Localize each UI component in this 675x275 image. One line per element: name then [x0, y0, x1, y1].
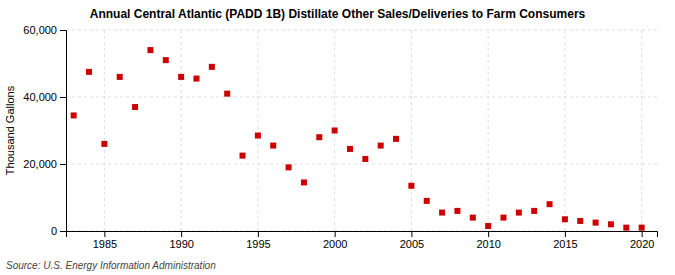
tick: 0 — [51, 225, 66, 237]
point — [408, 183, 414, 189]
point — [593, 220, 599, 226]
point — [132, 104, 138, 110]
tick-mark — [60, 30, 66, 31]
tick: 1985 — [93, 231, 117, 250]
tick-label: 2005 — [400, 238, 424, 250]
tick: 1995 — [246, 231, 270, 250]
point — [255, 133, 261, 139]
tick-label: 2015 — [553, 238, 577, 250]
tick-label: 1990 — [169, 238, 193, 250]
point — [347, 146, 353, 152]
point — [577, 218, 583, 224]
point — [362, 156, 368, 162]
point — [240, 153, 246, 159]
grid-line-x — [411, 30, 412, 231]
grid-line-x — [564, 30, 565, 231]
tick-label: 2010 — [476, 238, 500, 250]
point — [301, 179, 307, 185]
tick-mark — [104, 231, 105, 237]
grid — [66, 30, 657, 231]
tick-mark — [60, 97, 66, 98]
tick-label: 20,000 — [23, 158, 57, 170]
grid-line-x — [104, 30, 105, 231]
point — [454, 208, 460, 214]
point — [147, 47, 153, 53]
grid-line-y — [66, 30, 657, 31]
grid-line-x — [641, 30, 642, 231]
y-axis-label: Thousand Gallons — [4, 85, 16, 175]
tick: 20,000 — [23, 158, 66, 170]
tick-label: 0 — [51, 225, 57, 237]
tick-label: 1995 — [246, 238, 270, 250]
tick: 2020 — [630, 231, 654, 250]
point — [439, 210, 445, 216]
point — [424, 198, 430, 204]
tick: 2005 — [400, 231, 424, 250]
source-note: Source: U.S. Energy Information Administ… — [6, 260, 216, 271]
chart-container: 1985 1990 1995 2000 2005 2010 2015 2020 0 20,000 4… — [0, 0, 675, 275]
grid-line-y — [66, 97, 657, 98]
tick-label: 2000 — [323, 238, 347, 250]
tick-mark — [565, 231, 566, 237]
point — [117, 74, 123, 80]
tick: 40,000 — [23, 91, 66, 103]
tick-mark — [60, 164, 66, 165]
tick-label: 60,000 — [23, 24, 57, 36]
point — [286, 164, 292, 170]
tick-label: 1985 — [93, 238, 117, 250]
point — [623, 225, 629, 231]
tick-mark — [335, 231, 336, 237]
axis-line — [60, 31, 67, 232]
tick-mark — [411, 231, 412, 237]
tick-label: 40,000 — [23, 91, 57, 103]
point — [516, 210, 522, 216]
grid-line-x — [257, 30, 258, 231]
point — [270, 143, 276, 149]
tick: 2015 — [553, 231, 577, 250]
point — [224, 91, 230, 97]
point — [547, 201, 553, 207]
tick: 2000 — [323, 231, 347, 250]
tick-mark — [181, 231, 182, 237]
tick: 2010 — [476, 231, 500, 250]
point — [639, 225, 645, 231]
chart-svg: 1985 1990 1995 2000 2005 2010 2015 2020 0 20,000 4… — [0, 0, 675, 275]
point — [500, 215, 506, 221]
y-axis: 0 20,000 40,000 60,000 — [23, 24, 66, 237]
points — [71, 47, 645, 231]
point — [531, 208, 537, 214]
tick-mark — [642, 231, 643, 237]
grid-line-x — [488, 30, 489, 231]
point — [193, 76, 199, 82]
axis-line — [67, 232, 658, 238]
point — [608, 221, 614, 227]
plot-area: 1985 1990 1995 2000 2005 2010 2015 2020 0 20,000 4… — [23, 24, 657, 250]
point — [163, 57, 169, 63]
tick-label: 2020 — [630, 238, 654, 250]
grid-line-y — [66, 164, 657, 165]
point — [316, 134, 322, 140]
tick-mark — [488, 231, 489, 237]
point — [332, 128, 338, 134]
title: Annual Central Atlantic (PADD 1B) Distil… — [90, 7, 586, 21]
tick-mark — [258, 231, 259, 237]
point — [378, 143, 384, 149]
point — [86, 69, 92, 75]
tick: 60,000 — [23, 24, 66, 36]
point — [101, 141, 107, 147]
point — [71, 112, 77, 118]
point — [178, 74, 184, 80]
point — [209, 64, 215, 70]
tick-mark — [60, 231, 66, 232]
point — [562, 216, 568, 222]
x-axis: 1985 1990 1995 2000 2005 2010 2015 2020 — [67, 231, 658, 250]
point — [470, 215, 476, 221]
grid-line-x — [181, 30, 182, 231]
point — [485, 223, 491, 229]
point — [393, 136, 399, 142]
tick: 1990 — [169, 231, 193, 250]
